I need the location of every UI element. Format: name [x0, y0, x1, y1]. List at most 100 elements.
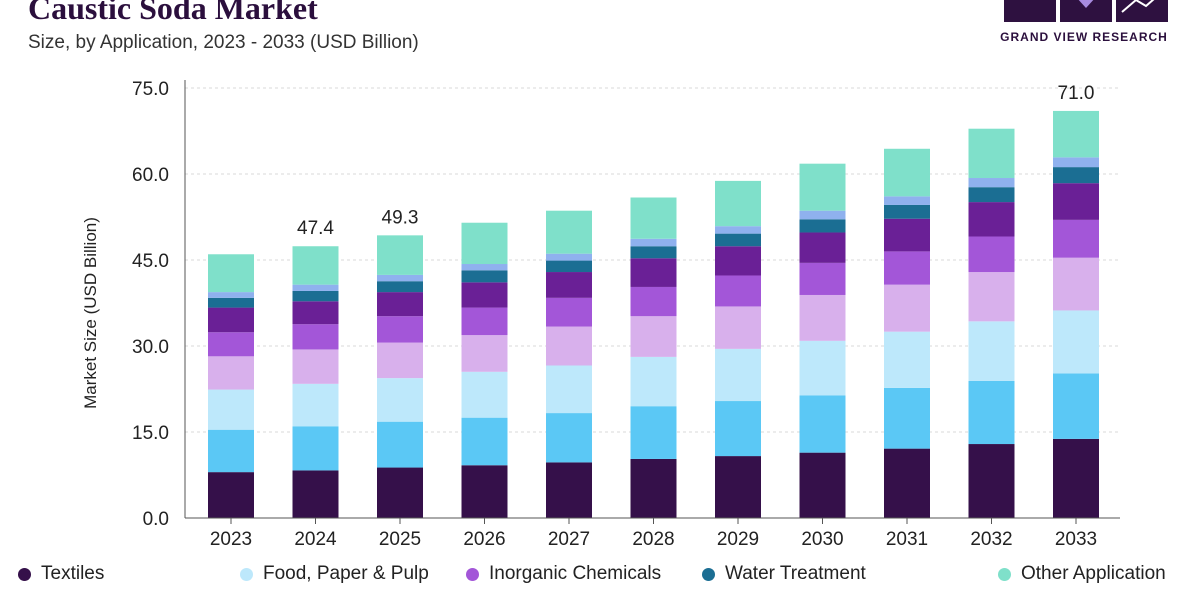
bar-segment-steel-metallurgy-sintering-2027 [546, 210, 592, 254]
ytick-label: 0.0 [143, 509, 169, 530]
grand-view-research-logo: GRAND VIEW RESEARCH [998, 0, 1170, 48]
bar-segment-steel-metallurgy-sintering-2023 [208, 254, 254, 293]
bar-segment-steel-metallurgy-sintering-2025 [377, 235, 423, 275]
bar-segment-water-treatment-2033 [1053, 257, 1099, 311]
bar-segment-textiles-2033 [1053, 438, 1099, 518]
bar-segment-textiles-2032 [968, 444, 1015, 518]
xtick-label: 2033 [1055, 529, 1097, 550]
bar-segment-soaps-detergents-2024 [292, 284, 339, 291]
bar-segment-inorganic-chemicals-2033 [1053, 310, 1099, 374]
bar-segment-soaps-detergents-2028 [630, 238, 677, 247]
bar-segment-organic-chemicals-2024 [292, 301, 339, 325]
bar-segment-organic-chemicals-2033 [1053, 183, 1099, 220]
bar-segment-water-treatment-2026 [461, 335, 508, 372]
bar-segment-alumina-2029 [715, 233, 761, 247]
bar-segment-water-treatment-2027 [546, 326, 592, 366]
bar-segment-alumina-2024 [292, 290, 339, 302]
bar-segment-inorganic-chemicals-2025 [377, 378, 423, 422]
bar-segment-organic-chemicals-2027 [546, 272, 592, 298]
bar-segment-other-application-2027 [546, 297, 592, 327]
bar-segment-textiles-2027 [546, 462, 592, 518]
bar-segment-water-treatment-2031 [884, 284, 930, 332]
bar-segment-food-paper-pulp-2031 [884, 387, 930, 449]
bar-segment-organic-chemicals-2026 [461, 282, 508, 308]
xtick-label: 2030 [801, 529, 843, 550]
bar-segment-other-application-2023 [208, 332, 254, 357]
bar-segment-alumina-2033 [1053, 167, 1099, 184]
bar-segment-other-application-2026 [461, 307, 508, 336]
bar-segment-organic-chemicals-2031 [884, 218, 930, 252]
bar-segment-organic-chemicals-2030 [799, 232, 846, 263]
xtick-label: 2032 [970, 529, 1012, 550]
bar-segment-textiles-2026 [461, 465, 508, 518]
bar-segment-other-application-2030 [799, 262, 846, 295]
bar-segment-other-application-2032 [968, 236, 1015, 273]
bar-segment-inorganic-chemicals-2026 [461, 371, 508, 418]
bar-segment-water-treatment-2029 [715, 306, 761, 349]
bar-segment-soaps-detergents-2032 [968, 178, 1015, 188]
bar-segment-steel-metallurgy-sintering-2029 [715, 180, 761, 227]
bar-segment-alumina-2030 [799, 219, 846, 233]
bar-segment-water-treatment-2028 [630, 316, 677, 357]
bar-segment-inorganic-chemicals-2027 [546, 365, 592, 414]
bar-segment-other-application-2028 [630, 286, 677, 317]
xtick-label: 2031 [886, 529, 928, 550]
xtick-label: 2026 [463, 529, 505, 550]
bar-segment-soaps-detergents-2033 [1053, 157, 1099, 168]
bar-segment-inorganic-chemicals-2031 [884, 331, 930, 388]
bar-segment-organic-chemicals-2029 [715, 246, 761, 276]
bar-segment-other-application-2024 [292, 324, 339, 350]
bar-segment-alumina-2023 [208, 297, 254, 308]
bar-segment-food-paper-pulp-2024 [292, 426, 339, 471]
bar-segment-food-paper-pulp-2023 [208, 429, 254, 473]
bar-segment-food-paper-pulp-2025 [377, 421, 423, 468]
xtick-label: 2024 [294, 529, 337, 550]
chart-subtitle: Size, by Application, 2023 - 2033 (USD B… [28, 32, 419, 53]
bar-segment-other-application-2029 [715, 275, 761, 307]
bar-segment-textiles-2028 [630, 458, 677, 518]
bar-segment-steel-metallurgy-sintering-2032 [968, 128, 1015, 179]
bar-segment-water-treatment-2030 [799, 294, 846, 341]
bar-segment-alumina-2025 [377, 281, 423, 293]
bar-segment-soaps-detergents-2027 [546, 253, 592, 261]
xtick-label: 2023 [210, 529, 252, 550]
ytick-label: 75.0 [132, 79, 169, 100]
xtick-label: 2028 [632, 529, 674, 550]
bar-segment-other-application-2031 [884, 251, 930, 285]
ytick-label: 60.0 [132, 165, 169, 186]
bar-segment-inorganic-chemicals-2030 [799, 340, 846, 396]
bar-segment-inorganic-chemicals-2028 [630, 356, 677, 407]
y-axis-title: Market Size (USD Billion) [81, 217, 100, 409]
bar-segment-textiles-2029 [715, 456, 761, 518]
logo-text: GRAND VIEW RESEARCH [1000, 30, 1168, 44]
bar-segment-organic-chemicals-2032 [968, 202, 1015, 237]
bar-segment-textiles-2024 [292, 470, 339, 518]
bar-segment-food-paper-pulp-2027 [546, 413, 592, 463]
bar-segment-soaps-detergents-2030 [799, 210, 846, 220]
bar-segment-inorganic-chemicals-2024 [292, 383, 339, 427]
ytick-label: 30.0 [132, 337, 169, 358]
ytick-label: 15.0 [132, 423, 169, 444]
data-label-2024: 47.4 [297, 218, 334, 239]
bar-segment-water-treatment-2023 [208, 356, 254, 390]
bar-segment-steel-metallurgy-sintering-2030 [799, 163, 846, 211]
bar-segment-organic-chemicals-2023 [208, 307, 254, 333]
data-label-2025: 49.3 [382, 207, 419, 228]
bar-segment-food-paper-pulp-2026 [461, 417, 508, 466]
bar-segment-textiles-2025 [377, 467, 423, 518]
bar-segment-alumina-2028 [630, 246, 677, 259]
bar-segment-soaps-detergents-2029 [715, 226, 761, 234]
bar-segment-water-treatment-2025 [377, 342, 423, 379]
bar-segment-soaps-detergents-2025 [377, 274, 423, 282]
bar-segment-water-treatment-2032 [968, 272, 1015, 322]
bar-segment-steel-metallurgy-sintering-2024 [292, 246, 339, 285]
bar-segment-steel-metallurgy-sintering-2031 [884, 148, 930, 197]
bar-segment-organic-chemicals-2028 [630, 258, 677, 287]
bar-segment-steel-metallurgy-sintering-2026 [461, 222, 508, 265]
bar-segment-food-paper-pulp-2030 [799, 395, 846, 453]
bar-segment-inorganic-chemicals-2023 [208, 389, 254, 430]
bar-segment-textiles-2030 [799, 452, 846, 518]
chart-title: Caustic Soda Market [28, 0, 318, 26]
xtick-label: 2027 [548, 529, 590, 550]
